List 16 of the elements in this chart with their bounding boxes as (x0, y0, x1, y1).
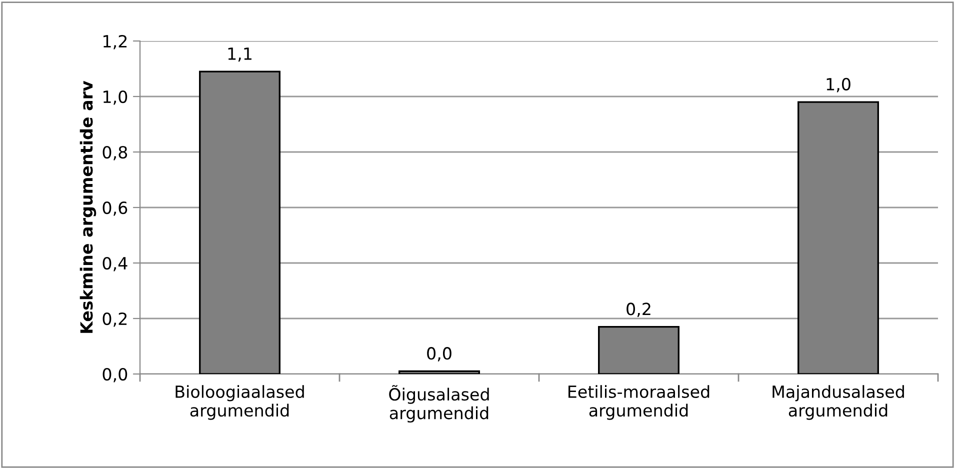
y-tick-label: 1,0 (104, 90, 128, 105)
data-label: 1,0 (826, 78, 850, 92)
y-axis-title: Keskmine argumentide arv (80, 80, 96, 333)
data-label: 0,0 (427, 347, 452, 362)
data-label: 1,1 (228, 48, 252, 62)
data-label: 0,2 (626, 302, 650, 317)
x-tick-label: Õigusalased argumendid (389, 385, 489, 423)
y-tick-label: 0,0 (102, 368, 128, 382)
y-tick-label: 0,4 (102, 256, 128, 272)
y-tick-label: 0,6 (102, 201, 128, 216)
x-tick-label: Bioloogiaalased argumendid (176, 385, 304, 420)
y-tick-label: 0,2 (102, 312, 127, 327)
y-tick-label: 1,2 (104, 34, 127, 50)
x-tick-label: Majandusalased argumendid (772, 385, 904, 420)
y-tick-label: 0,8 (102, 146, 128, 160)
x-tick-label: Eetilis-moraalsed argumendid (568, 385, 710, 420)
